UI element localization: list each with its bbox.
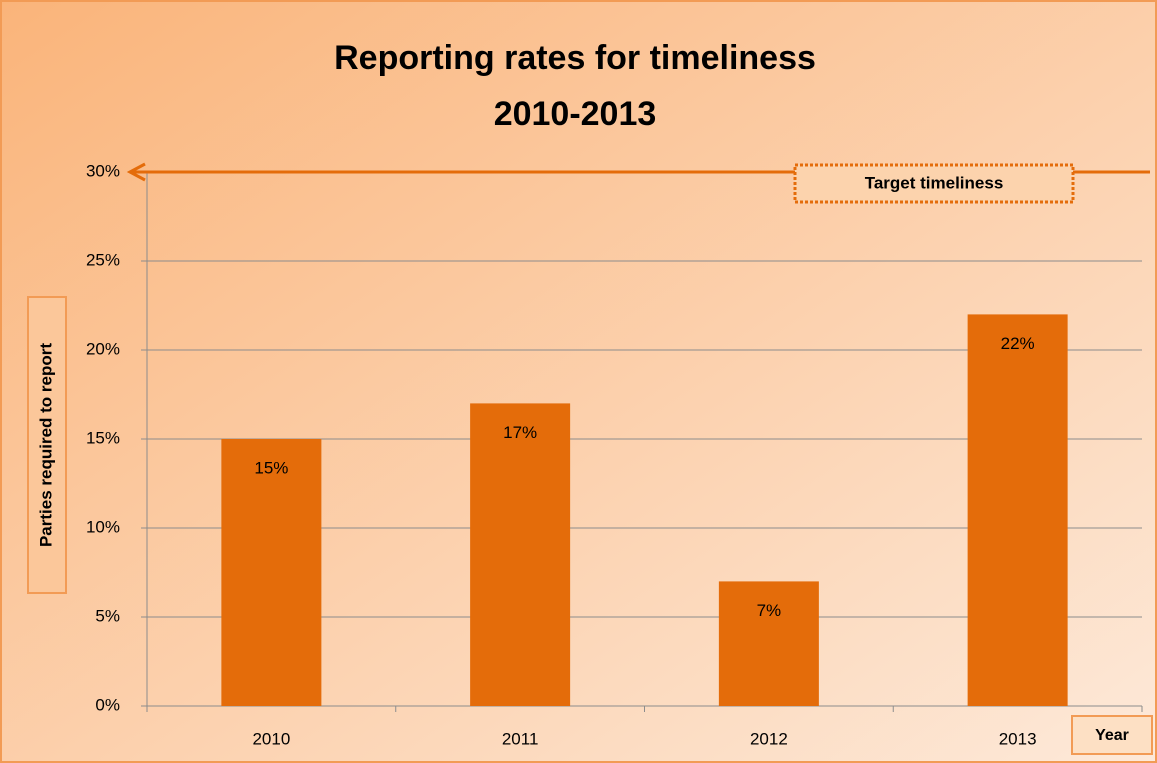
chart-title: Reporting rates for timeliness — [334, 39, 816, 77]
target-arrowhead — [126, 162, 146, 182]
value-label: 7% — [757, 601, 782, 620]
y-tick-label: 5% — [95, 606, 120, 625]
value-label: 17% — [503, 423, 537, 442]
y-tick-label: 0% — [95, 695, 120, 714]
value-label: 15% — [254, 458, 288, 477]
bar — [718, 581, 819, 706]
x-tick-label: 2010 — [252, 729, 290, 748]
x-axis-label: Year — [1095, 727, 1129, 744]
y-axis-label: Parties required to report — [36, 343, 55, 547]
bar — [967, 314, 1068, 706]
y-tick-label: 15% — [86, 428, 120, 447]
bar — [221, 439, 322, 706]
x-tick-label: 2012 — [750, 729, 788, 748]
chart-title: 2010-2013 — [494, 95, 657, 133]
value-label: 22% — [1001, 334, 1035, 353]
y-tick-label: 25% — [86, 250, 120, 269]
y-tick-label: 30% — [86, 161, 120, 180]
y-tick-label: 20% — [86, 339, 120, 358]
bar — [470, 403, 571, 706]
y-tick-label: 10% — [86, 517, 120, 536]
target-box — [793, 163, 1075, 204]
target-label: Target timeliness — [865, 173, 1004, 192]
x-tick-label: 2011 — [502, 729, 539, 748]
x-label-box — [1071, 715, 1153, 755]
x-tick-label: 2013 — [999, 729, 1037, 748]
y-label-box — [27, 296, 67, 594]
